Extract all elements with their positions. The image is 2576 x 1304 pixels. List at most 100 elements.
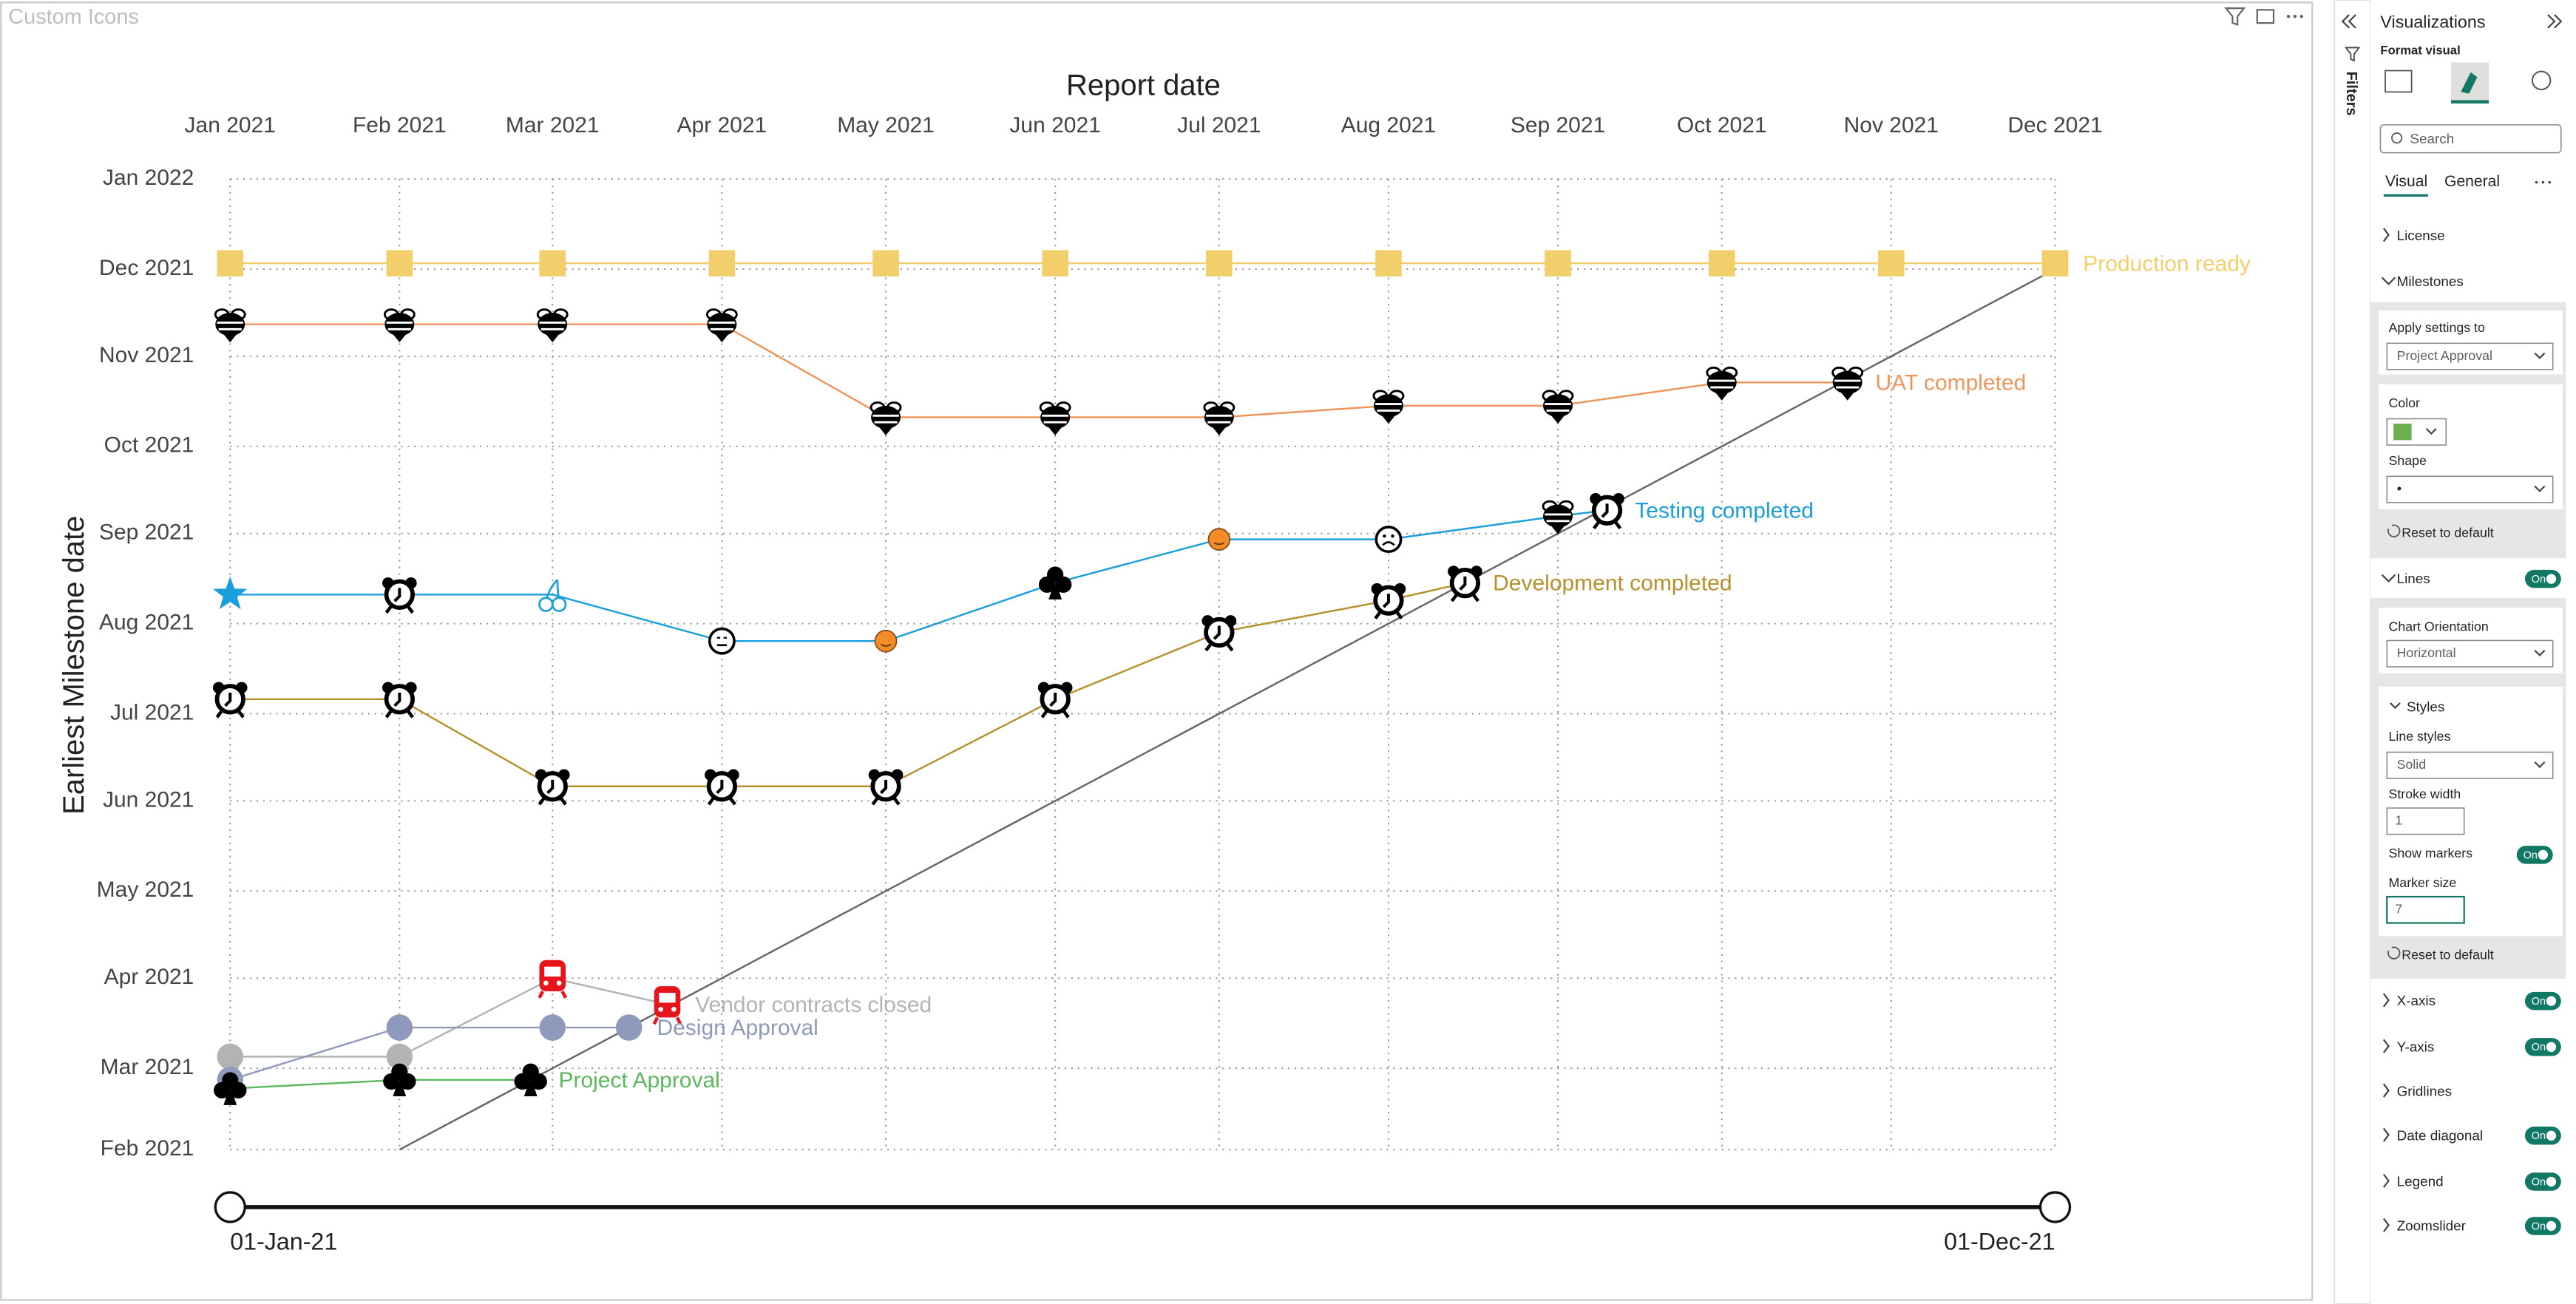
milestone-marker[interactable]: [383, 1063, 416, 1097]
toggle-knob[interactable]: [2546, 996, 2557, 1006]
milestone-marker[interactable]: [386, 250, 413, 276]
dropdown[interactable]: [2386, 342, 2554, 370]
toggle-label[interactable]: On: [2532, 574, 2546, 585]
pane-more-icon[interactable]: [2535, 180, 2552, 184]
dropdown-value[interactable]: •: [2397, 481, 2402, 497]
milestone-marker[interactable]: [1706, 366, 1738, 401]
format-icon[interactable]: [2461, 72, 2478, 94]
filters-label[interactable]: Filters: [2343, 72, 2359, 116]
toggle[interactable]: On: [2524, 1127, 2561, 1145]
number-input[interactable]: [2386, 895, 2465, 924]
tab-general[interactable]: General: [2444, 173, 2500, 190]
milestone-marker[interactable]: [872, 250, 899, 276]
section-header[interactable]: Lines: [2397, 571, 2430, 587]
toggle-knob[interactable]: [2546, 1220, 2557, 1232]
section-header[interactable]: Zoomslider: [2397, 1219, 2466, 1235]
section-header[interactable]: X-axis: [2397, 994, 2436, 1009]
milestone-marker[interactable]: [615, 1014, 643, 1041]
milestone-marker[interactable]: [1038, 566, 1072, 600]
milestone-marker[interactable]: [514, 1063, 547, 1097]
milestone-marker[interactable]: [1590, 492, 1624, 530]
filters-pane[interactable]: [2333, 0, 2371, 1304]
milestone-marker[interactable]: [868, 769, 904, 806]
milestone-marker[interactable]: [652, 986, 682, 1025]
milestone-marker[interactable]: [535, 769, 570, 806]
milestone-marker[interactable]: [1708, 250, 1735, 276]
expand-filters-icon[interactable]: [2341, 14, 2356, 29]
milestone-marker[interactable]: [1207, 528, 1231, 551]
build-icon[interactable]: [2385, 69, 2413, 93]
dropdown-value[interactable]: Solid: [2397, 757, 2427, 772]
chevron[interactable]: [2381, 276, 2396, 285]
milestone-marker[interactable]: [539, 1014, 566, 1041]
input-value[interactable]: 1: [2395, 813, 2402, 828]
dropdown[interactable]: [2386, 639, 2554, 668]
milestone-marker[interactable]: [705, 769, 739, 806]
section-header[interactable]: Y-axis: [2397, 1039, 2435, 1055]
milestone-marker[interactable]: [214, 308, 246, 343]
toggle-label[interactable]: On: [2532, 1220, 2546, 1232]
section-header[interactable]: Gridlines: [2397, 1084, 2452, 1099]
milestone-marker[interactable]: [1206, 250, 1233, 276]
reset-icon[interactable]: [2387, 524, 2401, 537]
milestone-marker[interactable]: [1878, 250, 1905, 276]
milestone-marker[interactable]: [1448, 566, 1482, 602]
toggle-knob[interactable]: [2546, 1130, 2557, 1141]
toggle-label[interactable]: On: [2532, 1176, 2546, 1188]
focus-icon[interactable]: [2256, 9, 2275, 24]
milestone-marker[interactable]: [874, 629, 898, 653]
number-input[interactable]: [2386, 807, 2465, 835]
dropdown-value[interactable]: Horizontal: [2397, 645, 2456, 660]
milestone-marker[interactable]: [1042, 250, 1068, 276]
milestone-marker[interactable]: [708, 250, 736, 276]
milestone-marker[interactable]: [1542, 390, 1574, 424]
toggle-label[interactable]: On: [2532, 996, 2546, 1008]
milestone-marker[interactable]: [1375, 250, 1402, 276]
milestone-marker[interactable]: [217, 250, 244, 276]
chevron[interactable]: [2382, 1218, 2390, 1232]
section-header[interactable]: Legend: [2397, 1175, 2444, 1190]
section-header[interactable]: License: [2397, 228, 2445, 244]
input-value[interactable]: 7: [2395, 901, 2402, 916]
section-header[interactable]: Milestones: [2397, 274, 2464, 290]
chevron[interactable]: [2382, 1127, 2390, 1142]
milestone-marker[interactable]: [1039, 401, 1071, 435]
zoomslider[interactable]: 01-Jan-21 01-Dec-21: [214, 1191, 2072, 1254]
chevron[interactable]: [2381, 574, 2396, 583]
milestone-marker[interactable]: [705, 308, 738, 343]
milestone-marker[interactable]: [386, 1014, 413, 1041]
filter-icon[interactable]: [2224, 7, 2246, 26]
milestone-marker[interactable]: [1542, 500, 1574, 534]
toggle[interactable]: On: [2524, 1038, 2561, 1056]
chevron[interactable]: [2382, 993, 2390, 1008]
collapse-pane-icon[interactable]: [2547, 14, 2563, 29]
chevron[interactable]: [2382, 1173, 2390, 1188]
toggle[interactable]: On: [2524, 1217, 2561, 1235]
milestone-marker[interactable]: [538, 960, 568, 999]
chevron[interactable]: [2382, 228, 2390, 242]
toggle-knob[interactable]: [2546, 1042, 2557, 1052]
chevron[interactable]: [2382, 1039, 2390, 1053]
milestone-marker[interactable]: [1203, 401, 1236, 435]
milestone-marker[interactable]: [1037, 682, 1073, 719]
milestone-marker[interactable]: [538, 579, 567, 612]
chevron[interactable]: [2382, 1083, 2390, 1098]
search-box[interactable]: [2379, 124, 2562, 154]
milestone-marker[interactable]: [217, 1043, 244, 1070]
chevron[interactable]: [2389, 702, 2401, 710]
zoom-handle[interactable]: [2038, 1191, 2072, 1223]
more-icon[interactable]: [2286, 14, 2303, 18]
milestone-marker[interactable]: [386, 1043, 413, 1070]
reset-icon[interactable]: [2387, 946, 2401, 960]
zoom-handle[interactable]: [214, 1191, 246, 1223]
visual-header-icons[interactable]: [2224, 7, 2303, 26]
toggle-label[interactable]: On: [2524, 849, 2538, 861]
milestone-marker[interactable]: [708, 627, 736, 655]
toggle-knob[interactable]: [2546, 574, 2557, 584]
milestone-marker[interactable]: [2041, 250, 2069, 276]
milestone-marker[interactable]: [382, 682, 417, 719]
reset-link[interactable]: Reset to default: [2402, 948, 2494, 962]
milestone-marker[interactable]: [213, 576, 248, 610]
milestone-marker[interactable]: [1375, 526, 1403, 554]
milestone-marker[interactable]: [536, 308, 569, 343]
